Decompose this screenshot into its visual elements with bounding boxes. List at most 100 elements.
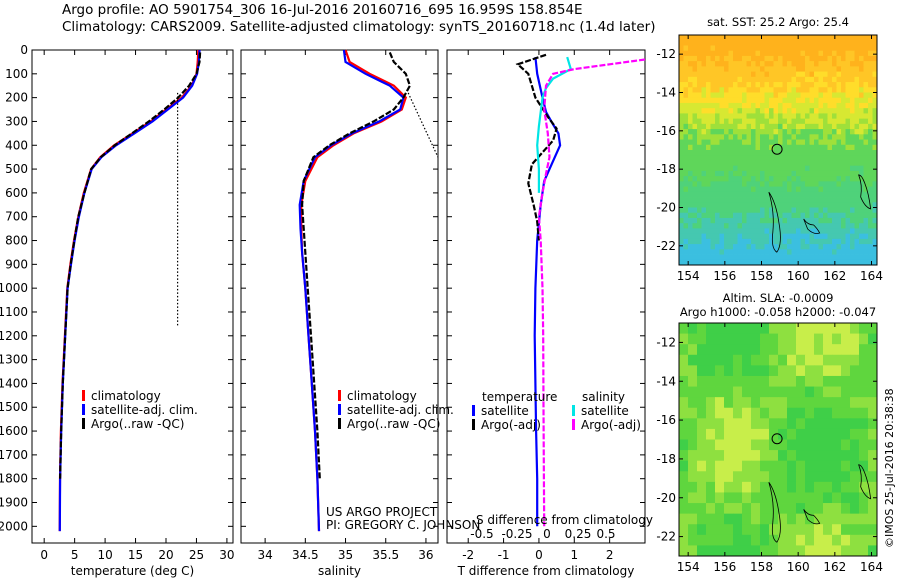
- map-cell: [701, 50, 707, 57]
- map-cell: [679, 144, 684, 151]
- map-cell: [746, 45, 752, 52]
- map-cell: [859, 197, 864, 203]
- map-cell: [778, 118, 783, 125]
- map-cell: [787, 155, 792, 161]
- map-cell: [679, 428, 689, 440]
- map-cell: [841, 170, 846, 177]
- map-cell: [679, 108, 684, 114]
- map-cell: [733, 139, 738, 146]
- map-cell: [782, 66, 788, 72]
- map-cell: [809, 139, 815, 146]
- map-cell: [872, 249, 878, 255]
- map-cell: [688, 407, 698, 419]
- map-cell: [701, 87, 707, 93]
- map-cell: [733, 344, 743, 356]
- map-cell: [760, 212, 765, 219]
- map-cell: [764, 123, 770, 130]
- map-cell: [778, 35, 783, 41]
- map-cell: [706, 524, 716, 536]
- map-cell: [859, 223, 864, 229]
- map-cell: [836, 155, 842, 161]
- map-cell: [728, 181, 734, 187]
- map-cell: [742, 344, 752, 356]
- map-cell: [814, 102, 819, 109]
- map-cell: [832, 176, 837, 182]
- map-cell: [859, 176, 864, 182]
- map-cell: [791, 233, 797, 240]
- map-cell: [859, 354, 869, 366]
- map-cell: [728, 254, 734, 261]
- map-cell: [764, 50, 770, 57]
- map-cell: [719, 76, 725, 83]
- map-cell: [701, 233, 707, 240]
- map-cell: [859, 97, 864, 104]
- map-cell: [769, 97, 774, 104]
- map-cell: [832, 439, 842, 451]
- map-cell: [859, 170, 864, 177]
- map-cell: [715, 144, 720, 151]
- map-cell: [733, 186, 738, 193]
- map-cell: [805, 40, 810, 46]
- map-cell: [809, 207, 815, 214]
- map-cell: [733, 524, 743, 536]
- map-cell: [764, 45, 770, 52]
- map-cell: [769, 150, 774, 156]
- map-cell: [688, 123, 693, 130]
- map-cell: [755, 123, 761, 130]
- map-cell: [778, 45, 783, 52]
- map-cell: [827, 40, 833, 46]
- legend-swatch: [338, 418, 341, 429]
- map-cell: [751, 129, 756, 135]
- map-cell: [868, 333, 878, 345]
- map-cell: [778, 165, 783, 172]
- map-cell: [796, 113, 801, 120]
- map-cell: [805, 386, 815, 398]
- map-cell: [724, 197, 729, 203]
- map-cell: [728, 71, 734, 78]
- map-cell: [836, 191, 842, 198]
- map-cell: [710, 150, 716, 156]
- map-cell: [778, 71, 783, 78]
- x-tick-label: 1: [570, 548, 578, 562]
- map-cell: [787, 233, 792, 240]
- x-tick-label: 160: [787, 560, 810, 574]
- map-cell: [769, 354, 779, 366]
- map-cell: [733, 61, 738, 67]
- map-cell: [782, 223, 788, 229]
- map-cell: [800, 123, 806, 130]
- map-cell: [719, 197, 725, 203]
- map-cell: [737, 217, 743, 224]
- map-cell: [854, 249, 860, 255]
- map-cell: [791, 40, 797, 46]
- map-cell: [683, 71, 689, 78]
- map-cell: [683, 186, 689, 193]
- salinity-satellite-line: [536, 56, 573, 193]
- map-cell: [746, 233, 752, 240]
- map-cell: [742, 254, 747, 261]
- map-cell: [787, 492, 797, 504]
- map-cell: [688, 87, 693, 93]
- map-cell: [706, 233, 711, 240]
- map-cell: [823, 524, 833, 536]
- map-cell: [692, 202, 698, 208]
- map-cell: [773, 76, 779, 83]
- map-cell: [841, 129, 846, 135]
- map-cell: [688, 503, 698, 515]
- map-cell: [728, 191, 734, 198]
- map-cell: [805, 123, 810, 130]
- map-cell: [769, 439, 779, 451]
- map-cell: [818, 35, 824, 41]
- map-cell: [755, 150, 761, 156]
- map-cell: [697, 492, 707, 504]
- map-cell: [868, 92, 873, 99]
- map-cell: [751, 397, 761, 409]
- map-cell: [688, 212, 693, 219]
- map-cell: [697, 129, 702, 135]
- map-cell: [845, 129, 851, 135]
- map-cell: [688, 160, 693, 167]
- map-cell: [710, 118, 716, 125]
- map-cell: [791, 123, 797, 130]
- map-cell: [782, 92, 788, 99]
- map-cell: [778, 82, 783, 88]
- map-cell: [859, 471, 869, 483]
